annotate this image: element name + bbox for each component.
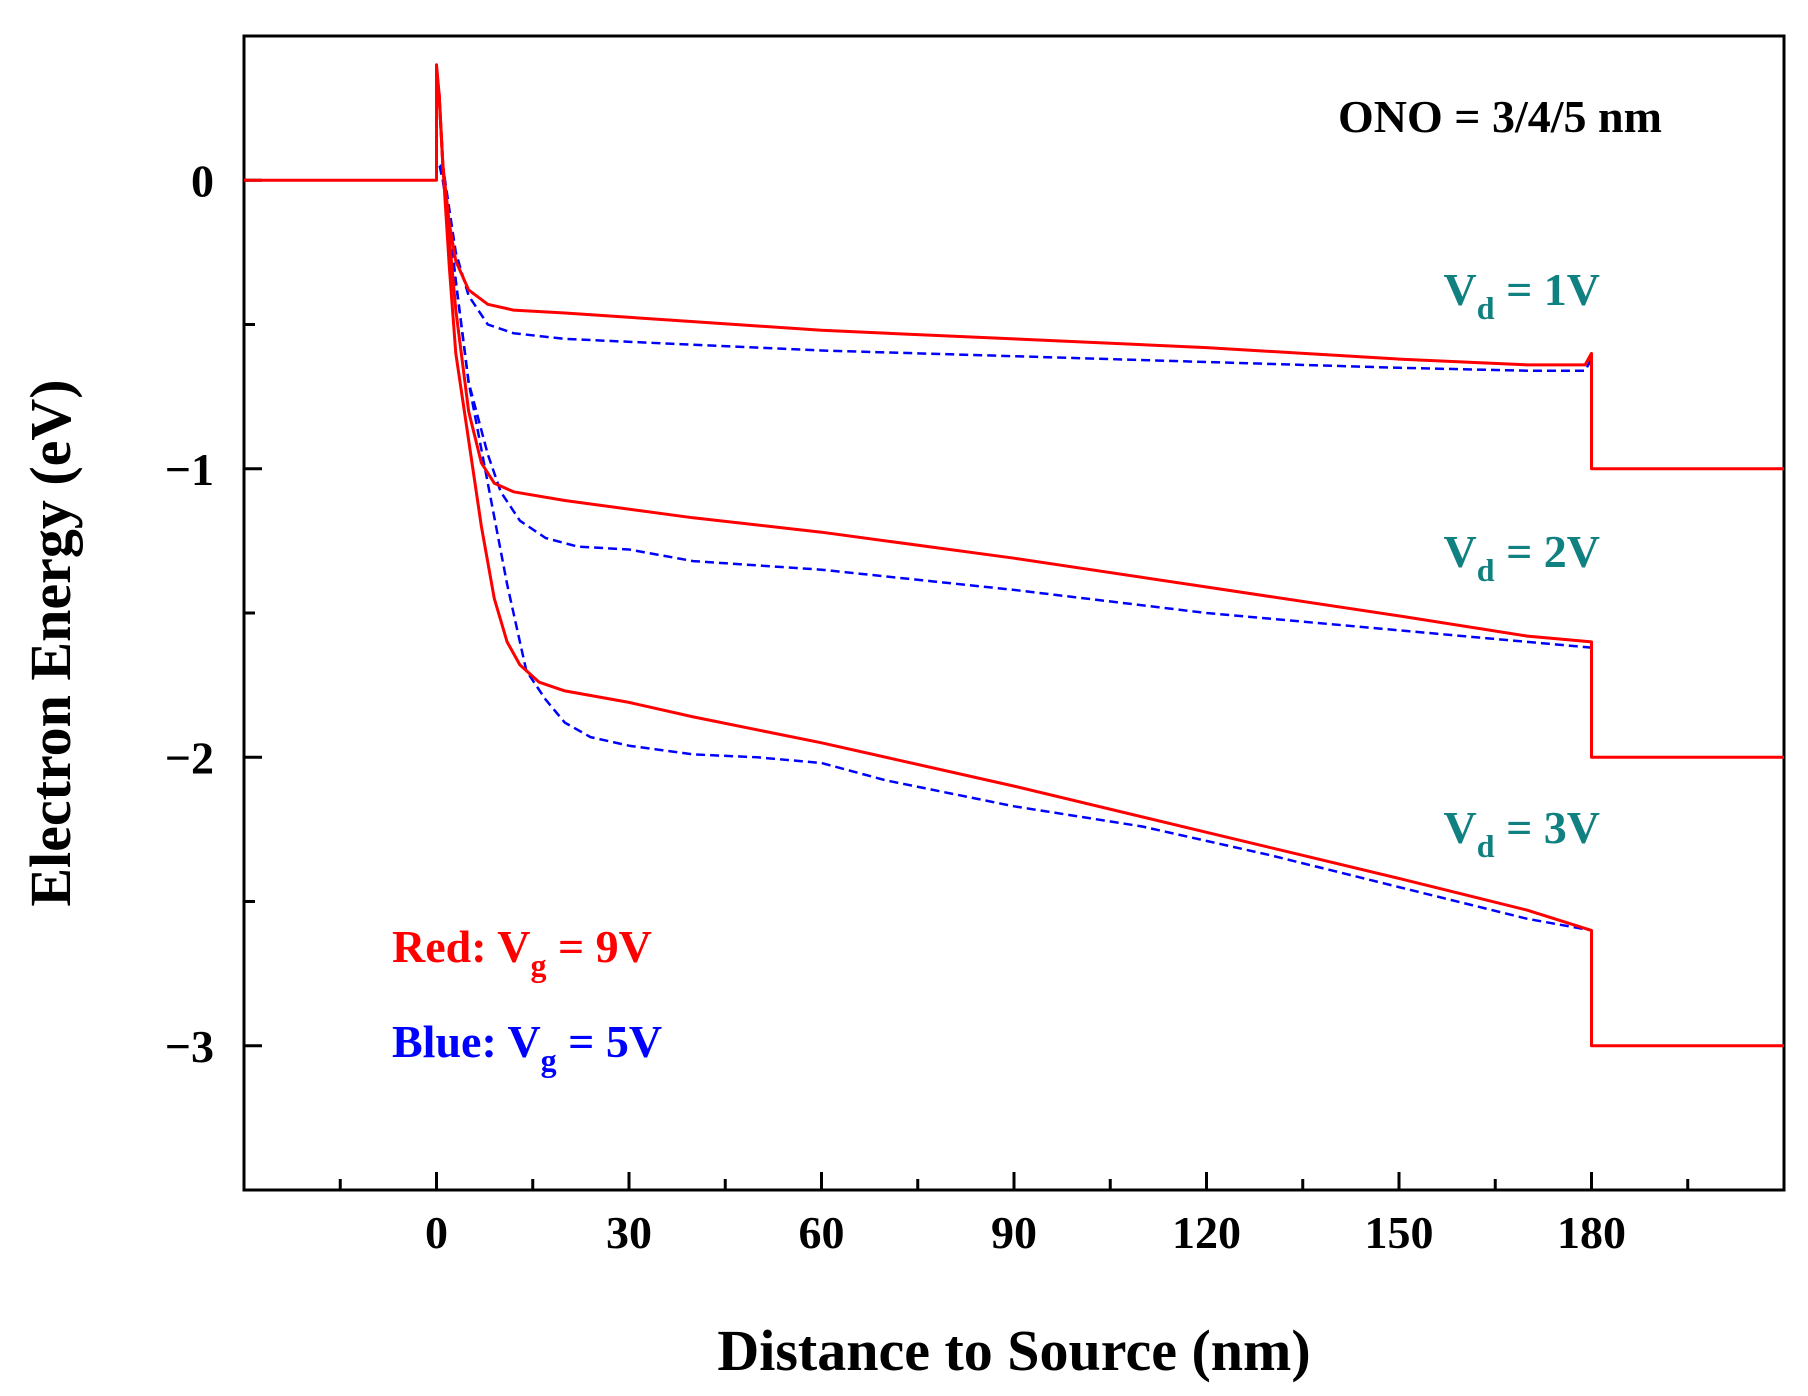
series-group bbox=[244, 63, 1784, 1048]
y-tick-label: −1 bbox=[165, 444, 214, 495]
x-tick-label: 180 bbox=[1557, 1207, 1626, 1258]
blue-vg-5v-vd-3v-line bbox=[438, 165, 1592, 932]
y-axis-title: Electron Energy (eV) bbox=[18, 379, 83, 906]
y-tick-label: 0 bbox=[191, 155, 214, 206]
vd-3v-label: Vd = 3V bbox=[1444, 802, 1600, 864]
y-tick-label: −3 bbox=[165, 1021, 214, 1072]
ono-annotation: ONO = 3/4/5 nm bbox=[1338, 91, 1662, 142]
x-tick-label: 30 bbox=[606, 1207, 652, 1258]
x-tick-label: 90 bbox=[991, 1207, 1037, 1258]
blue-vg-5v-vd-2v-line bbox=[438, 165, 1592, 649]
red-vg-9v-vd-3v-line bbox=[437, 93, 1784, 1048]
x-tick-label: 60 bbox=[799, 1207, 845, 1258]
vd-2v-label: Vd = 2V bbox=[1444, 526, 1600, 588]
x-tick-label: 0 bbox=[425, 1207, 448, 1258]
blue-vg-5v-vd-1v-line bbox=[439, 164, 1593, 372]
x-tick-label: 150 bbox=[1365, 1207, 1434, 1258]
blue-legend-label: Blue: Vg = 5V bbox=[392, 1016, 662, 1078]
x-axis-title: Distance to Source (nm) bbox=[717, 1318, 1310, 1383]
x-tick-label: 120 bbox=[1172, 1207, 1241, 1258]
vd-1v-label: Vd = 1V bbox=[1444, 264, 1600, 326]
y-tick-label: −2 bbox=[165, 732, 214, 783]
x-axis-ticks: 0 30 60 90 120 150 180 bbox=[338, 1172, 1690, 1258]
red-vg-9v-vd-2v-line bbox=[437, 93, 1784, 759]
red-legend-label: Red: Vg = 9V bbox=[392, 921, 652, 983]
y-axis-ticks: 0 −1 −2 −3 bbox=[165, 155, 262, 1072]
